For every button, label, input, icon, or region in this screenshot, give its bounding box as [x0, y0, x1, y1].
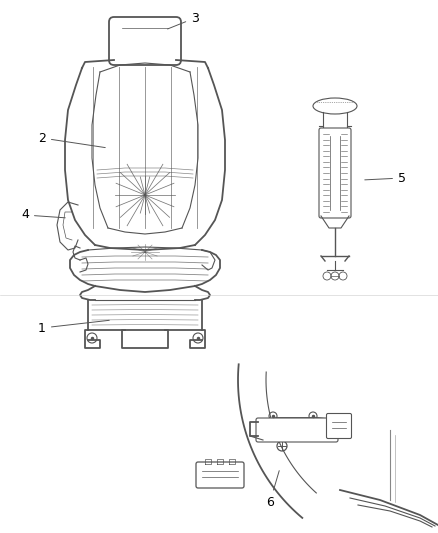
Text: 4: 4 — [21, 208, 65, 222]
Text: 5: 5 — [365, 172, 406, 184]
FancyBboxPatch shape — [326, 414, 352, 439]
Ellipse shape — [313, 98, 357, 114]
Text: 6: 6 — [266, 471, 279, 508]
Text: 2: 2 — [38, 132, 105, 148]
FancyBboxPatch shape — [319, 128, 351, 218]
FancyBboxPatch shape — [196, 462, 244, 488]
Text: 1: 1 — [38, 320, 109, 335]
FancyBboxPatch shape — [256, 418, 338, 442]
Text: 3: 3 — [168, 12, 199, 29]
FancyBboxPatch shape — [109, 17, 181, 65]
